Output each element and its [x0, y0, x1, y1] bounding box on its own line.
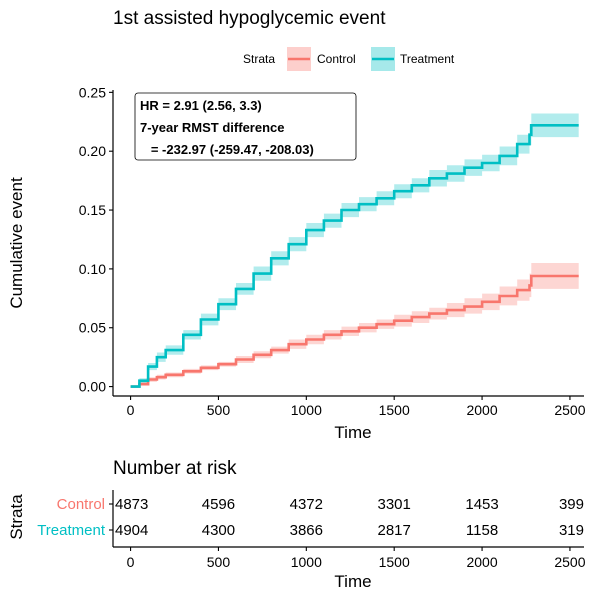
risk-value-control: 399: [559, 496, 584, 513]
x-axis-title: Time: [334, 423, 371, 442]
annotation-box: [134, 92, 357, 161]
x-tick-label: 2000: [466, 402, 497, 418]
legend: Strata Control Treatment: [243, 47, 455, 71]
legend-title: Strata: [243, 52, 275, 66]
y-ticks: 0.00 0.05 0.10 0.15 0.20 0.25: [79, 84, 113, 395]
risk-value-treatment: 2817: [378, 522, 411, 539]
risk-value-control: 4873: [115, 496, 148, 513]
y-tick-label: 0.10: [79, 261, 106, 277]
x-tick-label: 2500: [554, 402, 585, 418]
risk-x-ticks: 0 500 1000 1500 2000 2500: [127, 547, 586, 570]
y-tick-label: 0.25: [79, 84, 106, 100]
annotation-line-rmst: 7-year RMST difference: [140, 120, 285, 135]
legend-label-control: Control: [317, 52, 356, 66]
risk-table: Control 4873 4596 4372 3301 1453 399 Treatment 4…: [37, 496, 584, 539]
legend-key-control: [287, 47, 311, 71]
series-line-control: [130, 274, 579, 388]
legend-key-treatment: [371, 47, 395, 71]
x-tick-label: 1000: [291, 402, 322, 418]
hr-annotation: HR = 2.91 (2.56, 3.3) 7-year RMST differ…: [134, 92, 357, 161]
x-tick-label: 500: [207, 402, 231, 418]
x-tick-label: 1500: [379, 402, 410, 418]
risk-x-tick-label: 1000: [291, 554, 322, 570]
risk-value-control: 4372: [290, 496, 323, 513]
risk-y-axis-title: Strata: [7, 494, 26, 540]
y-tick-label: 0.05: [79, 320, 106, 336]
risk-value-control: 1453: [465, 496, 498, 513]
annotation-line-hr: HR = 2.91 (2.56, 3.3): [140, 98, 262, 113]
risk-value-treatment: 319: [559, 522, 584, 539]
risk-x-tick-label: 1500: [379, 554, 410, 570]
legend-label-treatment: Treatment: [400, 52, 455, 66]
y-tick-label: 0.00: [79, 379, 106, 395]
risk-x-tick-label: 500: [207, 554, 231, 570]
risk-value-treatment: 4904: [115, 522, 148, 539]
y-tick-label: 0.20: [79, 143, 106, 159]
risk-row-label-treatment: Treatment: [37, 522, 106, 539]
y-tick-label: 0.15: [79, 202, 106, 218]
risk-value-control: 4596: [202, 496, 235, 513]
ci-band-control: [130, 263, 579, 387]
risk-row-label-control: Control: [57, 496, 105, 513]
risk-value-treatment: 3866: [290, 522, 323, 539]
x-tick-label: 0: [127, 402, 135, 418]
risk-x-tick-label: 2000: [466, 554, 497, 570]
risk-value-treatment: 1158: [466, 522, 498, 539]
chart-title: 1st assisted hypoglycemic event: [113, 8, 386, 29]
risk-table-title: Number at risk: [113, 458, 237, 479]
risk-value-treatment: 4300: [202, 522, 235, 539]
risk-value-control: 3301: [378, 496, 411, 513]
risk-x-tick-label: 0: [127, 554, 135, 570]
annotation-line-rmst-value: = -232.97 (-259.47, -208.03): [140, 142, 314, 157]
cumulative-event-lines: [130, 124, 579, 388]
risk-x-tick-label: 2500: [554, 554, 585, 570]
risk-x-axis-title: Time: [334, 572, 371, 591]
series-line-treatment: [130, 124, 579, 388]
x-ticks: 0 500 1000 1500 2000 2500: [127, 396, 586, 418]
y-axis-title: Cumulative event: [7, 177, 26, 309]
